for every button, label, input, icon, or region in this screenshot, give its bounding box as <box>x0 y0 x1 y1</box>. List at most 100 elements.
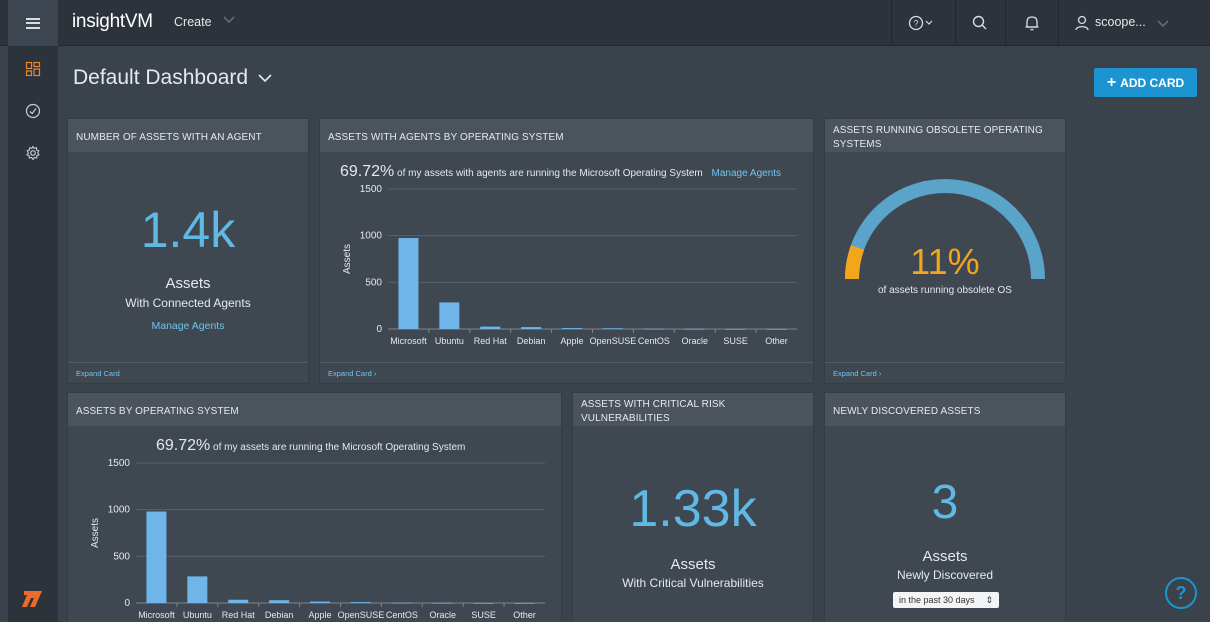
assets-os-text: of my assets are running the Microsoft O… <box>213 442 466 453</box>
manage-agents-link[interactable]: Manage Agents <box>711 168 782 179</box>
x-tick-label: Oracle <box>681 336 708 346</box>
agent-assets-value: 1.4k <box>140 202 236 258</box>
add-card-label: ADD CARD <box>1120 75 1185 90</box>
expand-card-link[interactable]: Expand Card › <box>320 362 813 383</box>
x-tick-label: CentOS <box>638 336 670 346</box>
agent-assets-sublabel: With Connected Agents <box>125 296 251 310</box>
expand-card-link[interactable]: Expand Card <box>68 362 308 383</box>
x-tick-label: CentOS <box>386 610 418 620</box>
y-axis-label: Assets <box>342 244 353 274</box>
card-title: ASSETS WITH AGENTS BY OPERATING SYSTEM <box>320 119 813 152</box>
card-assets-by-os: ASSETS BY OPERATING SYSTEM 69.72% of my … <box>67 392 562 622</box>
bar-debian[interactable] <box>269 600 290 603</box>
bar-oracle[interactable] <box>432 602 453 604</box>
divider <box>891 0 892 46</box>
new-assets-value: 3 <box>931 476 959 529</box>
y-tick-label: 500 <box>113 551 130 562</box>
chevron-down-icon[interactable] <box>1155 13 1171 33</box>
hamburger-icon <box>26 17 40 29</box>
compass-icon[interactable] <box>25 103 41 119</box>
card-title: ASSETS BY OPERATING SYSTEM <box>68 393 561 426</box>
bar-microsoft[interactable] <box>398 238 419 329</box>
chevron-down-icon[interactable] <box>222 12 236 26</box>
page-title: Default Dashboard <box>73 66 249 89</box>
card-agents-by-os: ASSETS WITH AGENTS BY OPERATING SYSTEM 6… <box>319 118 814 384</box>
assets-os-chart: 0 500 1000 1500 Assets Microsoft Ubuntu Red Hat… <box>90 458 545 620</box>
x-tick-label: SUSE <box>723 336 748 346</box>
obsolete-os-text: of assets running obsolete OS <box>878 285 1012 296</box>
question-mark-icon: ? <box>1175 582 1187 603</box>
gauge-track <box>845 179 1045 280</box>
card-title: ASSETS WITH CRITICAL RISK VULNERABILITIE… <box>573 393 813 426</box>
sidebar <box>8 46 58 622</box>
help-button[interactable]: ? <box>1165 577 1197 609</box>
x-tick-label: Other <box>513 610 536 620</box>
x-tick-label: Ubuntu <box>435 336 464 346</box>
bar-centos[interactable] <box>391 602 412 604</box>
time-range-select[interactable]: in the past 30 days ⇕ <box>893 592 999 608</box>
bar-other[interactable] <box>766 328 787 330</box>
app-logo[interactable]: insightVM <box>72 11 153 32</box>
user-icon[interactable] <box>1072 13 1092 33</box>
agents-os-chart: 0 500 1000 1500 Assets Microsoft Ubuntu Red Hat… <box>342 184 797 346</box>
x-tick-label: Red Hat <box>474 336 508 346</box>
agent-assets-label: Assets <box>165 275 211 292</box>
help-icon[interactable]: ? <box>908 13 936 33</box>
card-title: ASSETS RUNNING OBSOLETE OPERATING SYSTEM… <box>825 119 1065 152</box>
card-title: NEWLY DISCOVERED ASSETS <box>825 393 1065 426</box>
new-assets-sublabel: Newly Discovered <box>896 568 994 582</box>
x-tick-label: OpenSUSE <box>338 610 385 620</box>
time-range-value: in the past 30 days <box>899 595 975 605</box>
y-tick-label: 500 <box>365 277 382 288</box>
dashboard-icon[interactable] <box>25 61 41 77</box>
divider <box>1005 0 1006 46</box>
critical-value: 1.33k <box>629 480 757 538</box>
y-tick-label: 1500 <box>360 184 383 195</box>
x-tick-label: Microsoft <box>138 610 175 620</box>
bar-apple[interactable] <box>562 328 583 329</box>
x-tick-label: Apple <box>309 610 332 620</box>
y-tick-label: 0 <box>376 324 382 335</box>
x-tick-label: Debian <box>265 610 294 620</box>
assets-os-summary: 69.72% of my assets are running the Micr… <box>156 437 465 455</box>
search-icon[interactable] <box>970 13 990 33</box>
divider <box>1058 0 1059 46</box>
manage-agents-link[interactable]: Manage Agents <box>151 320 225 332</box>
rapid7-logo-icon <box>22 591 42 607</box>
bar-centos[interactable] <box>643 328 664 330</box>
bar-red-hat[interactable] <box>228 599 249 603</box>
x-tick-label: OpenSUSE <box>590 336 637 346</box>
top-bar: insightVM Create ? scoope... <box>0 0 1210 46</box>
expand-card-link[interactable]: Expand Card › <box>825 362 1065 383</box>
bell-icon[interactable] <box>1022 13 1042 33</box>
bar-oracle[interactable] <box>684 328 705 330</box>
bar-opensuse[interactable] <box>602 328 623 330</box>
bar-opensuse[interactable] <box>350 602 371 603</box>
user-menu[interactable]: scoope... <box>1095 15 1146 29</box>
bar-debian[interactable] <box>521 327 542 329</box>
card-critical-risk: ASSETS WITH CRITICAL RISK VULNERABILITIE… <box>572 392 814 622</box>
y-tick-label: 1000 <box>108 505 131 516</box>
plus-icon: + <box>1106 73 1117 91</box>
assets-os-pct: 69.72% <box>156 437 211 454</box>
obsolete-os-gauge <box>845 179 1045 280</box>
bar-microsoft[interactable] <box>146 511 167 603</box>
gear-icon[interactable] <box>25 145 41 161</box>
y-tick-label: 0 <box>124 598 130 609</box>
bar-ubuntu[interactable] <box>439 302 460 329</box>
bar-suse[interactable] <box>725 328 746 330</box>
y-axis-label: Assets <box>90 518 101 548</box>
chevron-down-icon[interactable] <box>257 70 273 86</box>
bar-ubuntu[interactable] <box>187 576 208 603</box>
add-card-button[interactable]: + ADD CARD <box>1094 68 1197 97</box>
bar-red-hat[interactable] <box>480 326 501 329</box>
create-menu[interactable]: Create <box>174 15 212 29</box>
bar-suse[interactable] <box>473 602 494 604</box>
card-new-assets: NEWLY DISCOVERED ASSETS 3 Assets Newly D… <box>824 392 1066 622</box>
agents-os-pct: 69.72% <box>340 163 395 180</box>
menu-button[interactable] <box>8 0 58 46</box>
x-tick-label: Other <box>765 336 788 346</box>
obsolete-os-pct: 11% <box>910 241 980 282</box>
bar-other[interactable] <box>514 602 535 604</box>
bar-apple[interactable] <box>310 601 331 603</box>
